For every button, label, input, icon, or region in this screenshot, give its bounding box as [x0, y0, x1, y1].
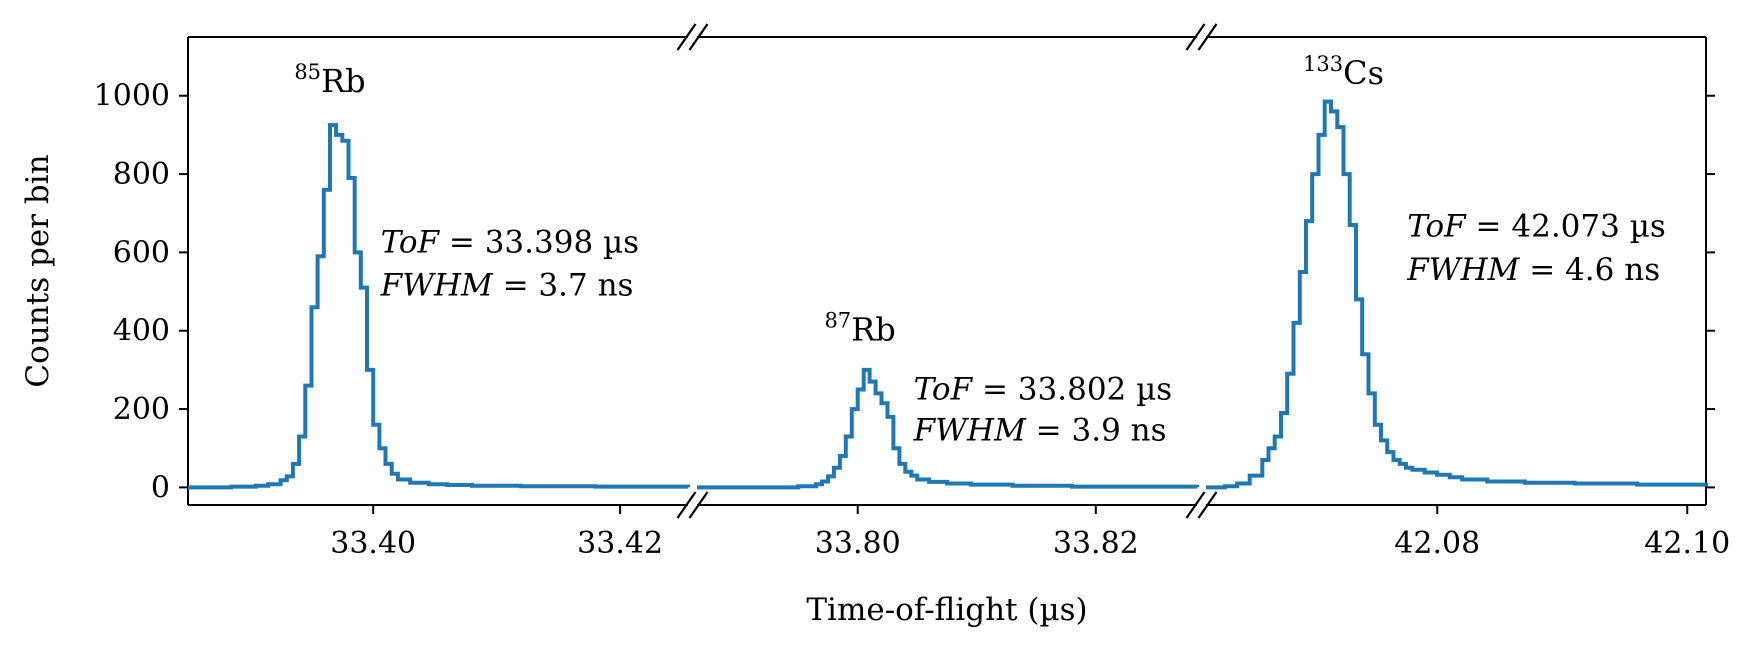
annotation-fwhm: FWHM = 3.7 ns	[380, 267, 634, 303]
axis-break-marker	[1185, 491, 1218, 519]
y-tick-label: 800	[113, 157, 170, 192]
axis-break-stroke	[1197, 23, 1218, 51]
axis-break-stroke	[1185, 23, 1206, 51]
axis-break-marker	[676, 491, 709, 519]
axis-break-stroke	[676, 491, 697, 519]
axis-break-marker	[676, 23, 709, 51]
peak-label: 87Rb	[824, 309, 895, 349]
x-tick-label: 33.82	[1053, 526, 1139, 561]
axis-break-stroke	[1185, 491, 1206, 519]
x-tick-label: 33.42	[577, 526, 663, 561]
histogram-series-3	[1206, 99, 1708, 490]
histogram-series-1	[188, 123, 690, 490]
peak-label: 133Cs	[1303, 52, 1384, 92]
annotation-fwhm-value: = 3.9 ns	[1026, 412, 1167, 448]
annotation-tof-symbol: ToF	[381, 224, 441, 260]
peak-mass-number: 87	[824, 309, 851, 333]
annotation-fwhm: FWHM = 3.9 ns	[913, 412, 1167, 448]
data-layer	[188, 99, 1708, 490]
x-tick-label: 33.40	[330, 526, 416, 561]
x-tick-label: 42.10	[1644, 526, 1730, 561]
peak-element: Cs	[1343, 54, 1384, 92]
y-tick-label: 600	[113, 235, 170, 270]
axes-layer	[179, 23, 1715, 519]
peak-mass-number: 133	[1303, 52, 1343, 76]
x-axis-label: Time-of-flight (µs)	[806, 592, 1087, 628]
annotation-fwhm-value: = 3.7 ns	[493, 267, 634, 303]
annotation-tof-value: = 33.398 µs	[439, 224, 639, 260]
annotation-tof: ToF = 33.802 µs	[914, 371, 1173, 407]
x-tick-label: 33.80	[815, 526, 901, 561]
annotation-fwhm-value: = 4.6 ns	[1519, 252, 1660, 288]
peak-element: Rb	[321, 62, 366, 100]
peak-label: 85Rb	[294, 60, 365, 100]
annotation-fwhm-symbol: FWHM	[380, 267, 494, 303]
histogram-series-2	[697, 367, 1199, 490]
annotation-tof: ToF = 33.398 µs	[381, 224, 640, 260]
annotation-fwhm: FWHM = 4.6 ns	[1406, 252, 1660, 288]
annotation-tof-symbol: ToF	[914, 371, 974, 407]
y-axis-label: Counts per bin	[20, 154, 56, 387]
annotation-fwhm-symbol: FWHM	[1406, 252, 1520, 288]
axis-break-stroke	[676, 23, 697, 51]
annotation-tof-symbol: ToF	[1407, 209, 1467, 245]
axis-break-stroke	[688, 491, 709, 519]
annotation-tof-value: = 33.802 µs	[972, 371, 1172, 407]
peak-element: Rb	[851, 311, 896, 349]
y-tick-label: 0	[151, 470, 170, 505]
peak-mass-number: 85	[294, 60, 321, 84]
axis-break-stroke	[1197, 491, 1218, 519]
annotation-fwhm-symbol: FWHM	[913, 412, 1027, 448]
x-tick-label: 42.08	[1394, 526, 1480, 561]
y-tick-label: 200	[113, 392, 170, 427]
annotation-tof: ToF = 42.073 µs	[1407, 209, 1666, 245]
annotation-tof-value: = 42.073 µs	[1466, 209, 1666, 245]
axis-break-marker	[1185, 23, 1218, 51]
y-tick-label: 400	[113, 314, 170, 349]
axis-break-stroke	[688, 23, 709, 51]
y-tick-label: 1000	[94, 79, 170, 114]
